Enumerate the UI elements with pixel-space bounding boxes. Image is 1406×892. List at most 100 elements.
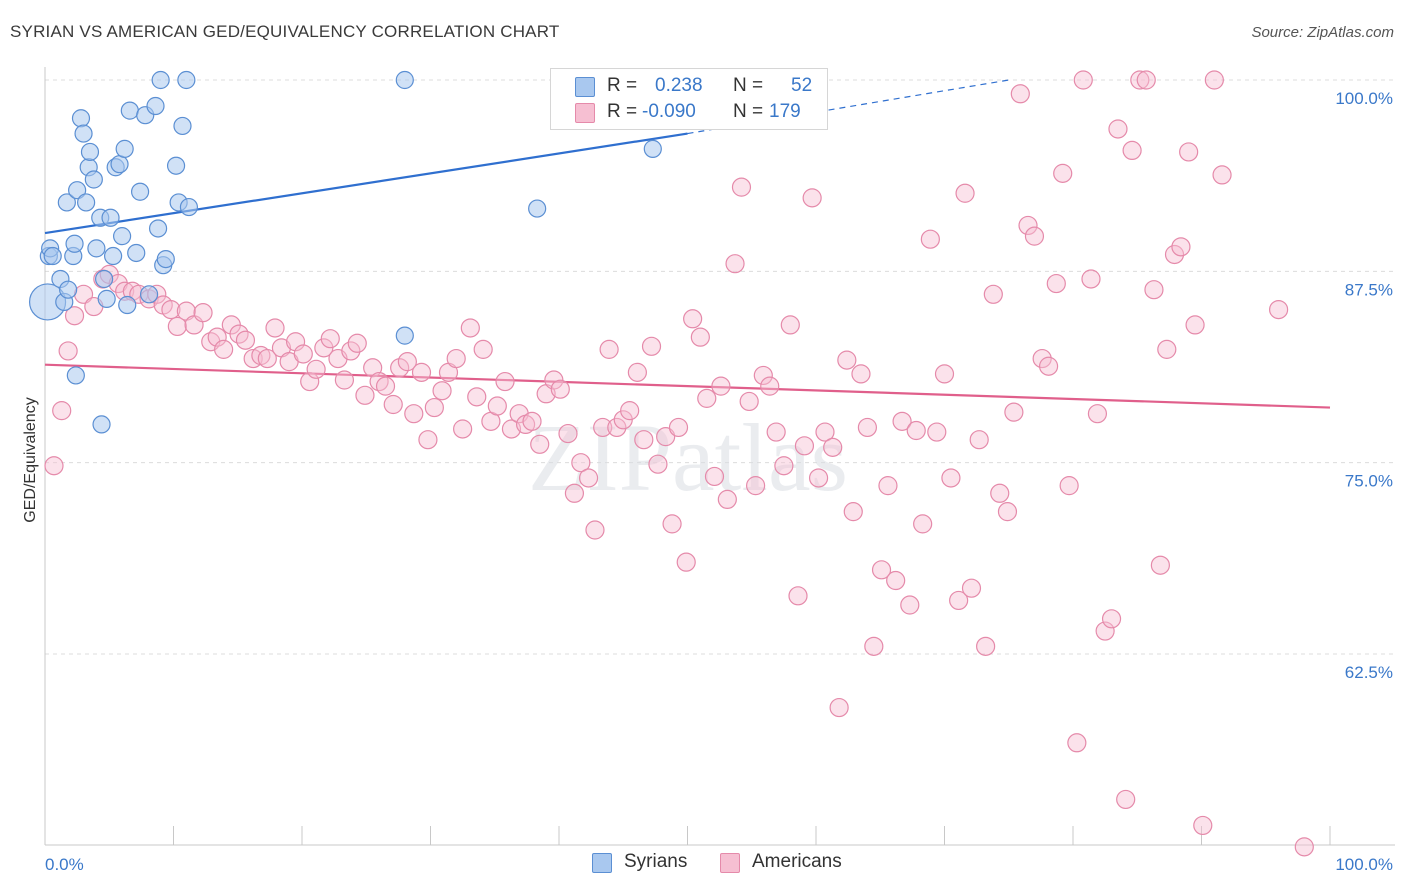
syrian-point (104, 246, 123, 266)
american-point (1073, 70, 1093, 90)
american-point (627, 362, 647, 382)
american-point (306, 359, 326, 379)
american-point (347, 333, 367, 353)
american-point (1164, 244, 1185, 265)
american-point (1171, 237, 1191, 257)
syrian-point (112, 227, 132, 246)
american-point (411, 362, 432, 382)
syrian-point (97, 289, 116, 308)
american-point (1024, 226, 1045, 246)
american-point (265, 318, 285, 338)
american-point (676, 552, 696, 572)
syrian-point (43, 246, 62, 266)
watermark: ZIPatlas (528, 404, 848, 511)
american-point (397, 352, 417, 372)
american-point (1059, 476, 1079, 496)
american-point (550, 379, 570, 399)
source-label: Source: ZipAtlas.com (1251, 24, 1394, 41)
y-tick-label: 87.5% (1345, 280, 1393, 299)
american-point (1268, 300, 1289, 320)
legend-r-value: 0.238 (655, 75, 703, 96)
american-point (648, 454, 668, 474)
american-point (355, 385, 375, 405)
syrian-point (395, 70, 414, 90)
legend-r-label: R = (607, 101, 638, 122)
american-point (969, 430, 989, 450)
american-point (593, 417, 613, 438)
syrian-point (101, 208, 120, 227)
american-point (815, 422, 835, 442)
legend-r-label: R = (607, 75, 638, 96)
american-point (864, 636, 884, 656)
american-point (913, 514, 933, 534)
american-point (1067, 733, 1087, 753)
american-point (167, 316, 187, 337)
american-point (390, 358, 410, 378)
legend-n-value: 179 (769, 101, 801, 122)
american-point (934, 364, 955, 384)
american-point (1157, 339, 1177, 359)
american-point (1144, 280, 1164, 300)
american-point (161, 300, 181, 320)
american-point (878, 476, 898, 496)
american-point (467, 387, 487, 407)
american-point (976, 636, 996, 656)
syrian-point (95, 269, 114, 289)
syrian-point (92, 415, 111, 434)
american-point (690, 327, 710, 347)
american-point (823, 437, 843, 457)
american-point (1212, 165, 1232, 185)
american-point (1038, 356, 1059, 376)
syrian-point (146, 96, 165, 116)
american-point (760, 376, 780, 396)
syrian-point (643, 139, 662, 158)
american-point (746, 476, 766, 496)
american-point (1046, 273, 1066, 294)
american-point (1116, 789, 1136, 810)
american-point (1004, 402, 1024, 422)
american-point (725, 254, 745, 274)
american-point (1087, 404, 1108, 424)
syrian-point (395, 326, 414, 345)
syrian-point (173, 116, 192, 136)
american-point (257, 348, 277, 369)
syrian-point (66, 366, 85, 385)
american-point (473, 339, 493, 359)
american-point (871, 560, 892, 580)
american-point (892, 411, 912, 431)
american-point (704, 466, 725, 487)
legend-n-label: N = (733, 75, 764, 96)
syrian-point (156, 249, 175, 269)
american-point (558, 423, 578, 444)
american-point (487, 396, 507, 416)
american-point (990, 483, 1010, 503)
syrian-point (110, 155, 129, 174)
american-point (837, 350, 857, 370)
legend-swatch-americans (575, 103, 595, 123)
syrian-point (151, 70, 170, 90)
american-point (739, 391, 759, 412)
american-point (949, 590, 969, 611)
syrian-point (528, 199, 547, 218)
legend-n-value: 52 (791, 75, 813, 96)
american-point (235, 330, 256, 350)
legend-r-value: -0.090 (642, 101, 696, 122)
american-point (1150, 555, 1170, 575)
bottom-legend-label: Syrians (624, 851, 688, 872)
american-point (955, 183, 975, 203)
american-point (794, 436, 815, 456)
x-tick-label: 100.0% (1335, 855, 1393, 874)
american-point (193, 303, 213, 323)
american-point (1294, 837, 1314, 857)
american-point (495, 371, 515, 392)
syrian-point (57, 193, 76, 212)
american-point (460, 318, 480, 338)
syrian-point (71, 109, 91, 128)
american-point (375, 376, 396, 396)
american-point (383, 394, 403, 415)
syrian-point (118, 295, 137, 315)
american-point (1101, 609, 1122, 629)
american-point (424, 397, 444, 418)
american-point (766, 422, 786, 442)
